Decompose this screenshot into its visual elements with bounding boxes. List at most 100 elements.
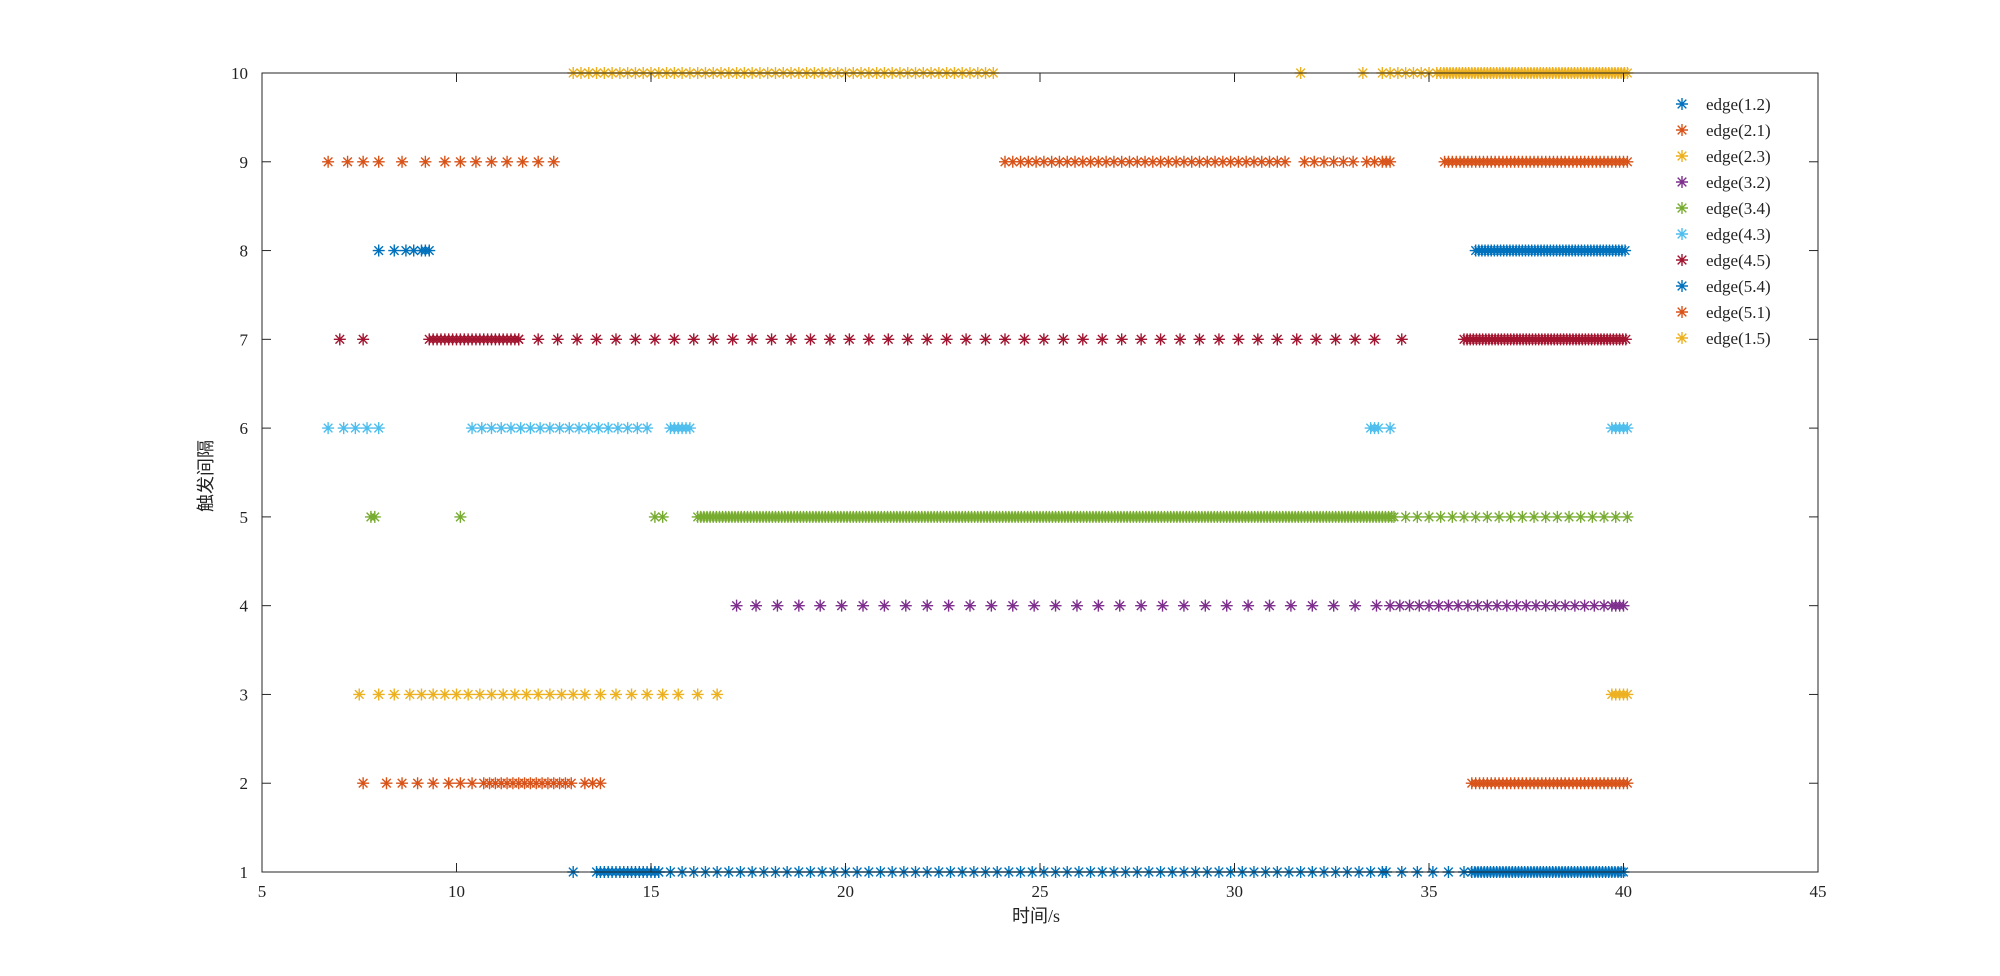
data-point bbox=[372, 155, 385, 168]
data-point bbox=[1290, 333, 1303, 346]
data-point bbox=[609, 333, 622, 346]
data-point bbox=[462, 688, 475, 701]
data-point bbox=[322, 422, 335, 435]
data-point bbox=[1100, 155, 1113, 168]
data-point bbox=[582, 422, 595, 435]
data-point bbox=[1284, 599, 1297, 612]
legend-item: edge(5.1) bbox=[1676, 303, 1771, 322]
data-point bbox=[1588, 599, 1601, 612]
x-tick-label: 5 bbox=[258, 882, 267, 901]
data-point bbox=[625, 688, 638, 701]
data-point bbox=[629, 333, 642, 346]
y-tick-label: 4 bbox=[240, 597, 249, 616]
data-point bbox=[1216, 155, 1229, 168]
data-point bbox=[1337, 155, 1350, 168]
data-point bbox=[1461, 599, 1474, 612]
data-point bbox=[399, 244, 412, 257]
data-point bbox=[1084, 155, 1097, 168]
data-point bbox=[1504, 510, 1517, 523]
data-point bbox=[592, 422, 605, 435]
data-point bbox=[1413, 599, 1426, 612]
data-point bbox=[357, 333, 370, 346]
data-point bbox=[899, 599, 912, 612]
data-point bbox=[1162, 155, 1175, 168]
data-point bbox=[1469, 510, 1482, 523]
data-point bbox=[1209, 155, 1222, 168]
data-point bbox=[571, 333, 584, 346]
data-point bbox=[1551, 510, 1564, 523]
data-point bbox=[454, 777, 467, 790]
data-point bbox=[1586, 510, 1599, 523]
data-point bbox=[1574, 510, 1587, 523]
data-point bbox=[475, 422, 488, 435]
data-point bbox=[1070, 599, 1083, 612]
legend-item: edge(1.5) bbox=[1676, 329, 1771, 348]
data-point bbox=[1384, 155, 1397, 168]
data-point bbox=[372, 244, 385, 257]
data-point bbox=[823, 333, 836, 346]
data-point bbox=[1154, 155, 1167, 168]
data-point bbox=[711, 688, 724, 701]
data-point bbox=[1006, 155, 1019, 168]
data-point bbox=[1621, 155, 1634, 168]
data-point bbox=[1232, 333, 1245, 346]
data-point bbox=[1049, 599, 1062, 612]
data-point bbox=[423, 244, 436, 257]
data-point bbox=[1617, 599, 1630, 612]
data-point bbox=[1327, 155, 1340, 168]
data-point bbox=[765, 333, 778, 346]
legend-label: edge(5.1) bbox=[1706, 303, 1771, 322]
x-tick-label: 10 bbox=[448, 882, 465, 901]
y-tick-label: 10 bbox=[231, 64, 248, 83]
data-point bbox=[565, 777, 578, 790]
x-tick-label: 25 bbox=[1032, 882, 1049, 901]
data-point bbox=[814, 599, 827, 612]
data-point bbox=[1115, 155, 1128, 168]
data-point bbox=[1676, 176, 1688, 188]
data-point bbox=[380, 777, 393, 790]
data-point bbox=[322, 155, 335, 168]
data-point bbox=[578, 777, 591, 790]
data-point bbox=[1057, 333, 1070, 346]
data-point bbox=[1559, 599, 1572, 612]
data-point bbox=[553, 422, 566, 435]
data-point bbox=[563, 422, 576, 435]
legend-label: edge(1.2) bbox=[1706, 95, 1771, 114]
data-point bbox=[454, 155, 467, 168]
data-point bbox=[1411, 510, 1424, 523]
data-point bbox=[882, 333, 895, 346]
data-point bbox=[1539, 510, 1552, 523]
axes bbox=[261, 72, 1819, 873]
data-point bbox=[1516, 510, 1529, 523]
data-point bbox=[590, 333, 603, 346]
data-point bbox=[485, 422, 498, 435]
series-edge(3.4) bbox=[364, 510, 1634, 523]
data-point bbox=[1676, 228, 1688, 240]
data-point bbox=[1271, 333, 1284, 346]
data-point bbox=[551, 333, 564, 346]
data-point bbox=[921, 333, 934, 346]
data-point bbox=[508, 688, 521, 701]
y-tick-label: 6 bbox=[240, 419, 249, 438]
data-point bbox=[516, 155, 529, 168]
data-point bbox=[361, 422, 374, 435]
data-point bbox=[648, 510, 661, 523]
data-point bbox=[631, 422, 644, 435]
data-point bbox=[1458, 510, 1471, 523]
data-point bbox=[960, 333, 973, 346]
data-point bbox=[1018, 333, 1031, 346]
data-point bbox=[578, 688, 591, 701]
data-point bbox=[609, 688, 622, 701]
data-point bbox=[396, 155, 409, 168]
data-point bbox=[396, 777, 409, 790]
legend-label: edge(4.5) bbox=[1706, 251, 1771, 270]
data-point bbox=[1030, 155, 1043, 168]
data-point bbox=[1193, 333, 1206, 346]
data-point bbox=[1676, 202, 1688, 214]
data-point bbox=[683, 422, 696, 435]
data-point bbox=[1578, 599, 1591, 612]
data-point bbox=[656, 510, 669, 523]
data-point bbox=[1621, 422, 1634, 435]
data-point bbox=[1327, 599, 1340, 612]
